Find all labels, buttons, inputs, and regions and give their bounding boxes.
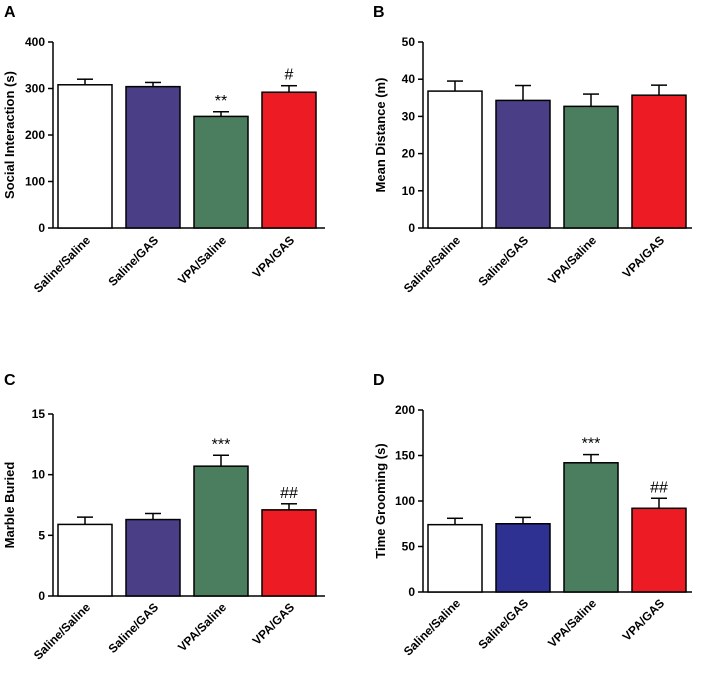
- bar: [261, 91, 317, 229]
- bar: [57, 84, 113, 229]
- y-tick-label: 200: [25, 128, 45, 142]
- y-tick-label: 5: [38, 528, 45, 542]
- x-tick-label: Saline/GAS: [475, 233, 531, 289]
- y-tick-label: 100: [395, 494, 415, 508]
- y-tick-label: 400: [25, 35, 45, 49]
- x-tick-label: Saline/GAS: [105, 233, 161, 289]
- y-axis-title: Marble Buried: [2, 462, 17, 549]
- x-tick-label: VPA/GAS: [620, 233, 667, 280]
- y-axis-title: Mean Distance (m): [373, 78, 388, 193]
- y-tick-label: 100: [25, 175, 45, 189]
- bar: [427, 90, 483, 229]
- x-tick-label: Saline/Saline: [31, 600, 93, 662]
- y-tick-label: 50: [402, 540, 416, 554]
- y-axis-title: Time Grooming (s): [373, 443, 388, 558]
- panel-letter: D: [373, 372, 385, 389]
- chart-panel-c: C 0 5 10 15 Marble Buried Saline/Saline Saline/…: [2, 372, 325, 662]
- y-tick-label: 50: [402, 35, 416, 49]
- bar: [563, 462, 619, 593]
- x-tick-label: Saline/GAS: [105, 600, 161, 656]
- significance-label: **: [215, 93, 227, 110]
- x-tick-label: VPA/Saline: [175, 233, 229, 287]
- y-tick-label: 300: [25, 82, 45, 96]
- bar: [193, 115, 249, 229]
- chart-panel-b: B 0 10 20 30 40 50 Mean Distance (m) Saline/Sali…: [373, 4, 692, 295]
- bar: [495, 523, 551, 593]
- y-tick-label: 0: [38, 221, 45, 235]
- bar: [261, 509, 317, 597]
- chart-panel-d: D 0 50 100 150 200 Time Grooming (s) Saline/Sal…: [373, 372, 692, 658]
- bar: [57, 523, 113, 597]
- y-tick-label: 150: [395, 449, 415, 463]
- bar: [563, 105, 619, 229]
- x-tick-label: Saline/GAS: [475, 596, 531, 652]
- significance-label: ***: [212, 436, 231, 453]
- y-tick-label: 10: [32, 468, 46, 482]
- panel-letter: A: [4, 4, 16, 21]
- x-tick-label: VPA/Saline: [545, 596, 599, 650]
- x-tick-label: VPA/GAS: [620, 596, 667, 643]
- y-tick-label: 40: [402, 72, 416, 86]
- y-tick-label: 20: [402, 147, 416, 161]
- bar: [631, 507, 687, 593]
- bar: [125, 85, 181, 229]
- x-tick-label: Saline/Saline: [31, 233, 93, 295]
- y-axis-title: Social Interaction (s): [2, 71, 17, 199]
- y-tick-label: 30: [402, 109, 416, 123]
- x-tick-label: VPA/GAS: [250, 233, 297, 280]
- panel-letter: C: [4, 372, 16, 389]
- y-tick-label: 15: [32, 407, 46, 421]
- bar: [495, 99, 551, 229]
- panel-letter: B: [373, 4, 385, 21]
- significance-label: ***: [582, 436, 601, 453]
- bar: [125, 518, 181, 597]
- significance-label: ##: [280, 485, 298, 502]
- bar: [193, 465, 249, 597]
- x-tick-label: VPA/Saline: [175, 600, 229, 654]
- y-tick-label: 200: [395, 403, 415, 417]
- y-tick-label: 10: [402, 184, 416, 198]
- significance-label: ##: [650, 479, 668, 496]
- x-tick-label: VPA/Saline: [545, 233, 599, 287]
- bar: [631, 94, 687, 229]
- x-tick-label: VPA/GAS: [250, 600, 297, 647]
- y-tick-label: 0: [408, 585, 415, 599]
- y-tick-label: 0: [38, 589, 45, 603]
- significance-label: #: [285, 67, 294, 84]
- x-tick-label: Saline/Saline: [401, 596, 463, 658]
- chart-panel-a: A 0 100 200 300 400 Social Interaction (s) Sali…: [2, 4, 325, 295]
- y-tick-label: 0: [408, 221, 415, 235]
- bar: [427, 523, 483, 593]
- x-tick-label: Saline/Saline: [401, 233, 463, 295]
